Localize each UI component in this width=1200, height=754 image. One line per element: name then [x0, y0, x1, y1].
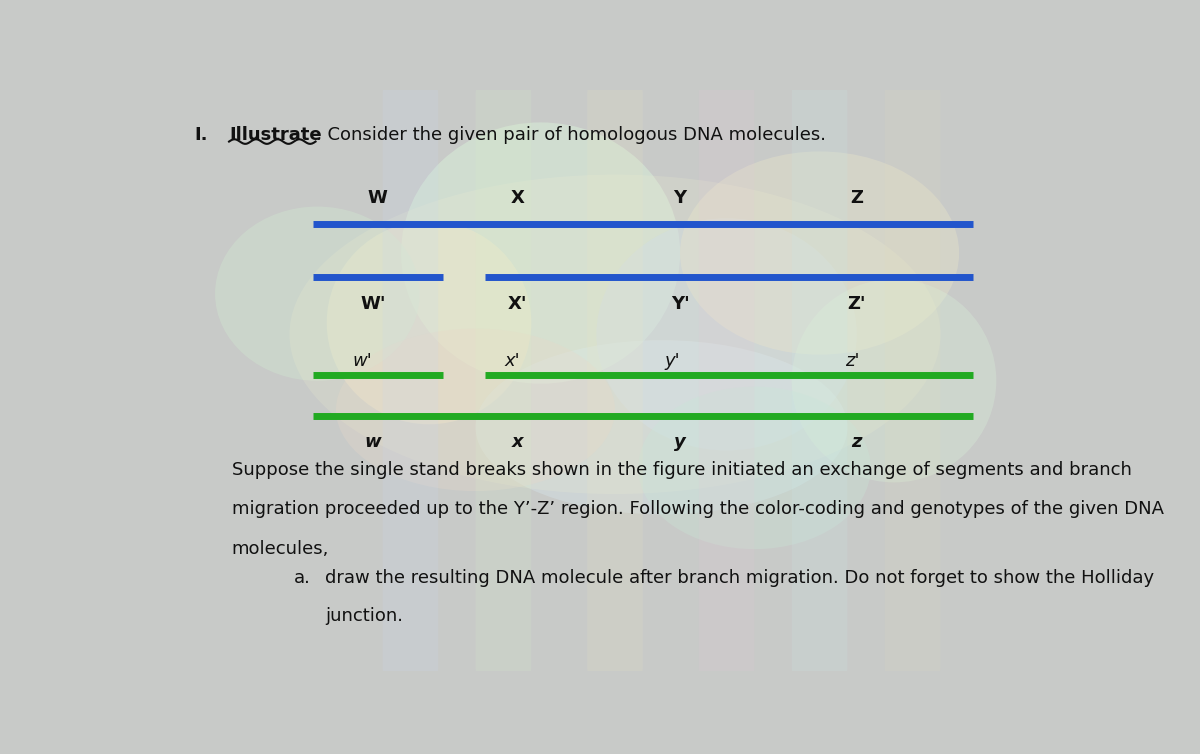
Text: X: X: [510, 188, 524, 207]
Text: a.: a.: [294, 569, 311, 587]
Text: y': y': [665, 352, 680, 369]
Text: z': z': [845, 352, 859, 369]
Ellipse shape: [336, 329, 616, 491]
Ellipse shape: [638, 387, 871, 549]
Text: migration proceeded up to the Y’-Z’ region. Following the color-coding and genot: migration proceeded up to the Y’-Z’ regi…: [232, 501, 1164, 518]
Text: . Consider the given pair of homologous DNA molecules.: . Consider the given pair of homologous …: [316, 127, 826, 145]
Ellipse shape: [326, 221, 532, 425]
Ellipse shape: [401, 122, 680, 384]
Text: y: y: [674, 433, 686, 451]
Text: draw the resulting DNA molecule after branch migration. Do not forget to show th: draw the resulting DNA molecule after br…: [325, 569, 1154, 587]
Ellipse shape: [215, 207, 420, 381]
Text: molecules,: molecules,: [232, 540, 329, 558]
Text: junction.: junction.: [325, 607, 403, 625]
Ellipse shape: [475, 340, 847, 514]
Text: z: z: [852, 433, 862, 451]
Text: x: x: [511, 433, 523, 451]
Text: I.: I.: [194, 127, 208, 145]
Text: Suppose the single stand breaks shown in the figure initiated an exchange of seg: Suppose the single stand breaks shown in…: [232, 461, 1132, 479]
Text: x': x': [505, 352, 521, 369]
Text: Y: Y: [673, 188, 686, 207]
Text: W: W: [368, 188, 388, 207]
Ellipse shape: [792, 279, 996, 483]
Ellipse shape: [680, 152, 959, 354]
Text: W': W': [360, 295, 386, 313]
Ellipse shape: [289, 175, 941, 494]
Text: w: w: [365, 433, 382, 451]
Text: w': w': [352, 352, 372, 369]
Text: Z: Z: [851, 188, 863, 207]
Ellipse shape: [596, 218, 857, 450]
Text: Illustrate: Illustrate: [229, 127, 322, 145]
Text: Y': Y': [671, 295, 690, 313]
Text: Z': Z': [847, 295, 866, 313]
Text: X': X': [508, 295, 527, 313]
